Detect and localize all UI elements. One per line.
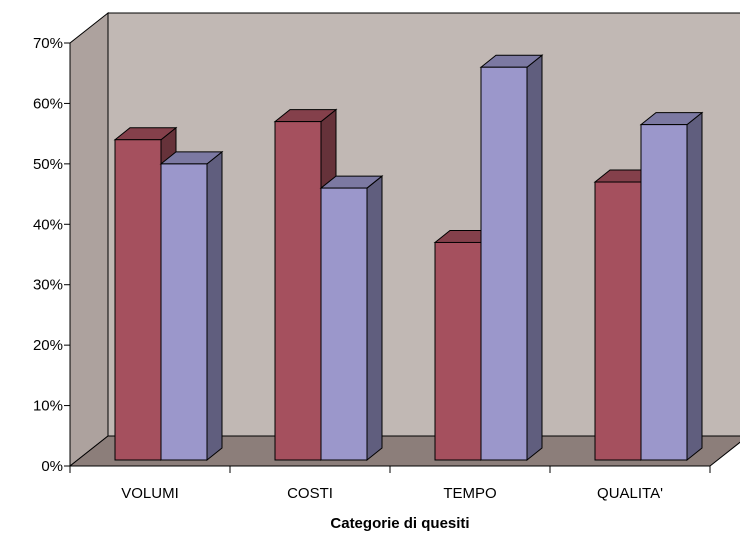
x-tick-label: TEMPO [443, 485, 496, 502]
x-axis-title: Categorie di quesiti [330, 515, 469, 532]
chart-walls [68, 11, 740, 468]
bar-front [480, 66, 528, 461]
bar-front [114, 139, 162, 461]
chart-floor [68, 435, 740, 467]
y-tick-label: 50% [33, 156, 63, 173]
y-tick-label: 40% [33, 216, 63, 233]
x-tick-label: COSTI [287, 485, 333, 502]
y-tick-label: 0% [41, 458, 63, 475]
bar [319, 175, 384, 462]
bar-side [526, 54, 543, 462]
y-tick-label: 70% [33, 35, 63, 52]
y-tick-label: 60% [33, 95, 63, 112]
bar-side [206, 150, 223, 462]
y-tick-label: 20% [33, 337, 63, 354]
x-tick-label: QUALITA' [597, 485, 663, 502]
chart-axes [64, 42, 711, 473]
bar [639, 111, 704, 462]
bar-front [594, 181, 642, 461]
bar-front [434, 241, 482, 461]
bar [159, 150, 224, 462]
bar-side [686, 111, 703, 462]
bar-side [366, 175, 383, 462]
chart-labels: 0% 10% 20% 30% 40% 50% 60% 70% VOLUMI COSTI TEMPO Q… [33, 35, 663, 502]
y-tick-label: 30% [33, 277, 63, 294]
bar-front [274, 121, 322, 461]
bar-front [160, 163, 208, 461]
bar [479, 54, 544, 462]
y-tick-label: 10% [33, 398, 63, 415]
x-tick-label: VOLUMI [121, 485, 179, 502]
bar-front [320, 187, 368, 461]
chart-side-wall [69, 11, 109, 468]
chart-bars [113, 54, 704, 462]
bar-front [640, 124, 688, 461]
